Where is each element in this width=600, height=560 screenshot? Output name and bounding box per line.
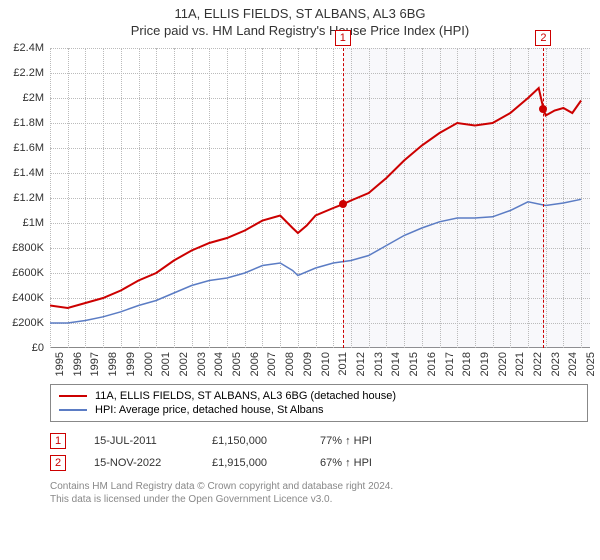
y-axis-label: £1.2M bbox=[13, 192, 44, 204]
y-axis-label: £1.8M bbox=[13, 117, 44, 129]
series-hpi bbox=[50, 199, 581, 323]
sale-marker-line bbox=[543, 48, 544, 348]
x-axis-label: 1995 bbox=[54, 352, 66, 376]
y-axis-label: £2.4M bbox=[13, 42, 44, 54]
sale-row-pct: 77% ↑ HPI bbox=[320, 435, 400, 447]
sale-row-date: 15-NOV-2022 bbox=[94, 457, 184, 469]
title-block: 11A, ELLIS FIELDS, ST ALBANS, AL3 6BG Pr… bbox=[0, 0, 600, 38]
x-axis-label: 1996 bbox=[72, 352, 84, 376]
x-axis-label: 2023 bbox=[550, 352, 562, 376]
sale-marker-box: 1 bbox=[335, 30, 351, 46]
sale-row: 2 15-NOV-2022 £1,915,000 67% ↑ HPI bbox=[50, 452, 588, 474]
title-subtitle: Price paid vs. HM Land Registry's House … bbox=[0, 23, 600, 38]
x-axis-label: 2018 bbox=[461, 352, 473, 376]
x-axis-label: 2017 bbox=[444, 352, 456, 376]
footer-line1: Contains HM Land Registry data © Crown c… bbox=[50, 480, 588, 493]
x-axis-label: 2009 bbox=[302, 352, 314, 376]
x-axis-label: 2020 bbox=[497, 352, 509, 376]
footer-line2: This data is licensed under the Open Gov… bbox=[50, 493, 588, 506]
x-axis-label: 2021 bbox=[514, 352, 526, 376]
x-axis-label: 2014 bbox=[390, 352, 402, 376]
title-address: 11A, ELLIS FIELDS, ST ALBANS, AL3 6BG bbox=[0, 6, 600, 21]
x-axis-label: 2012 bbox=[355, 352, 367, 376]
sale-row-pct: 67% ↑ HPI bbox=[320, 457, 400, 469]
y-axis-label: £200K bbox=[12, 317, 44, 329]
x-axis-label: 2002 bbox=[178, 352, 190, 376]
sale-row-price: £1,150,000 bbox=[212, 435, 292, 447]
y-axis-label: £600K bbox=[12, 267, 44, 279]
x-axis-label: 2007 bbox=[266, 352, 278, 376]
x-axis-label: 1998 bbox=[107, 352, 119, 376]
x-axis-label: 2004 bbox=[213, 352, 225, 376]
footer-attribution: Contains HM Land Registry data © Crown c… bbox=[50, 480, 588, 506]
chart: 12 £0£200K£400K£600K£800K£1M£1.2M£1.4M£1… bbox=[50, 48, 590, 378]
x-axis-label: 2024 bbox=[567, 352, 579, 376]
sale-marker-line bbox=[343, 48, 344, 348]
y-axis-label: £1.6M bbox=[13, 142, 44, 154]
series-property bbox=[50, 88, 581, 308]
y-axis-label: £400K bbox=[12, 292, 44, 304]
y-axis-label: £2.2M bbox=[13, 67, 44, 79]
y-axis-label: £0 bbox=[32, 342, 44, 354]
x-axis-label: 2001 bbox=[160, 352, 172, 376]
x-axis-label: 2011 bbox=[337, 352, 349, 376]
x-axis-label: 1997 bbox=[89, 352, 101, 376]
sales-table: 1 15-JUL-2011 £1,150,000 77% ↑ HPI 2 15-NOV-2… bbox=[50, 430, 588, 474]
x-axis-label: 2022 bbox=[532, 352, 544, 376]
y-axis-label: £1M bbox=[23, 217, 44, 229]
sale-row-price: £1,915,000 bbox=[212, 457, 292, 469]
x-axis-label: 2010 bbox=[320, 352, 332, 376]
x-axis-label: 2025 bbox=[585, 352, 597, 376]
legend: 11A, ELLIS FIELDS, ST ALBANS, AL3 6BG (d… bbox=[50, 384, 588, 422]
x-axis-label: 2016 bbox=[426, 352, 438, 376]
x-axis-label: 2006 bbox=[249, 352, 261, 376]
x-axis-label: 2015 bbox=[408, 352, 420, 376]
x-axis-label: 1999 bbox=[125, 352, 137, 376]
sale-row-marker: 1 bbox=[50, 433, 66, 449]
sale-marker-dot bbox=[339, 200, 347, 208]
plot-area: 12 bbox=[50, 48, 590, 348]
legend-row: HPI: Average price, detached house, St A… bbox=[59, 403, 579, 417]
sale-marker-box: 2 bbox=[535, 30, 551, 46]
sale-row: 1 15-JUL-2011 £1,150,000 77% ↑ HPI bbox=[50, 430, 588, 452]
x-axis-label: 2019 bbox=[479, 352, 491, 376]
line-series bbox=[50, 48, 590, 348]
legend-row: 11A, ELLIS FIELDS, ST ALBANS, AL3 6BG (d… bbox=[59, 389, 579, 403]
x-axis-label: 2003 bbox=[196, 352, 208, 376]
legend-swatch bbox=[59, 409, 87, 411]
x-axis-label: 2005 bbox=[231, 352, 243, 376]
y-axis-label: £800K bbox=[12, 242, 44, 254]
legend-label: 11A, ELLIS FIELDS, ST ALBANS, AL3 6BG (d… bbox=[95, 390, 396, 402]
sale-row-date: 15-JUL-2011 bbox=[94, 435, 184, 447]
x-axis-label: 2008 bbox=[284, 352, 296, 376]
sale-row-marker: 2 bbox=[50, 455, 66, 471]
legend-swatch bbox=[59, 395, 87, 397]
x-axis-label: 2000 bbox=[143, 352, 155, 376]
legend-label: HPI: Average price, detached house, St A… bbox=[95, 404, 324, 416]
y-axis-label: £2M bbox=[23, 92, 44, 104]
sale-marker-dot bbox=[539, 105, 547, 113]
y-axis-label: £1.4M bbox=[13, 167, 44, 179]
x-axis-label: 2013 bbox=[373, 352, 385, 376]
